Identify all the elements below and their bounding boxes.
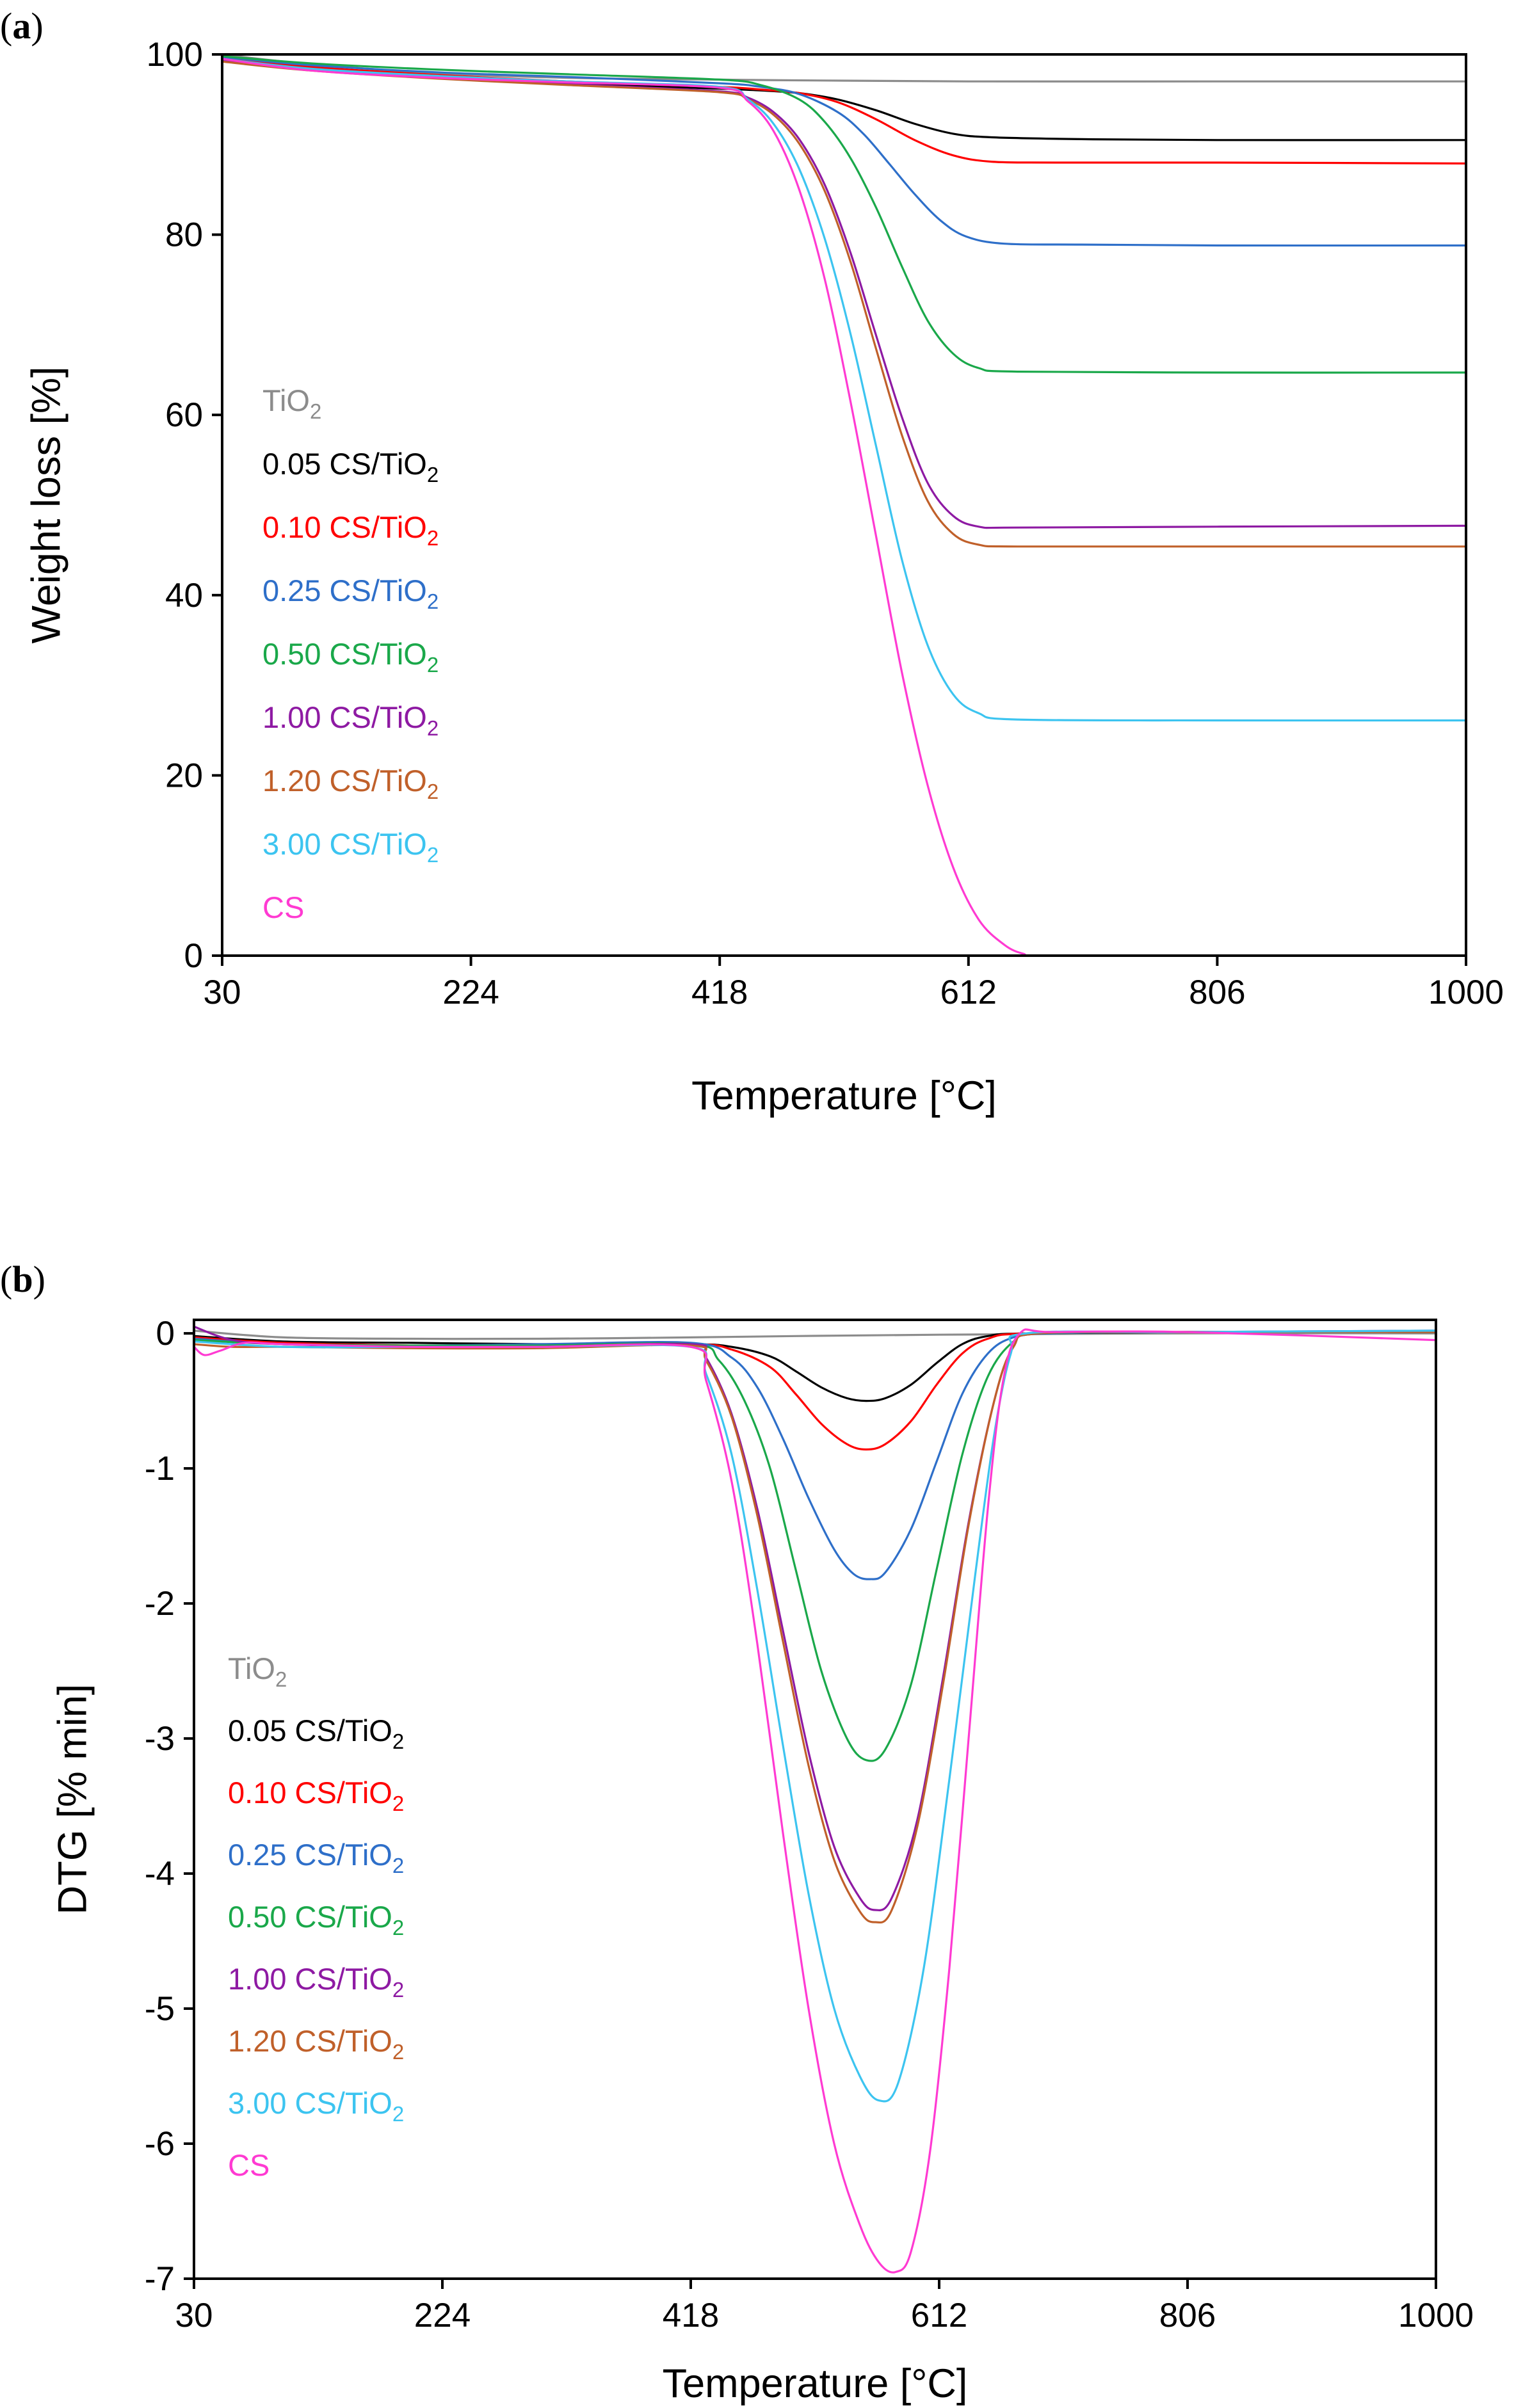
- legend-entry-3-00: 3.00 CS/TiO2: [228, 2086, 404, 2126]
- legend-entry-0-25: 0.25 CS/TiO2: [228, 1838, 404, 1877]
- x-tick-label: 418: [663, 2297, 719, 2334]
- y-tick-label: 20: [165, 757, 203, 794]
- panel-b-dtg: (b) 30 224 418 612 806 1000 0 -1 -2 -3 -4 -5 -6 -7 Ti…: [0, 1258, 1474, 2406]
- legend-entry-TiO2: TiO2: [228, 1651, 287, 1691]
- x-tick-label: 224: [442, 974, 499, 1011]
- legend-entry-CS: CS: [228, 2148, 270, 2182]
- axis-ticks: 30 224 418 612 806 1000 0 20 40 60 80 100: [147, 36, 1504, 1011]
- x-tick-label: 806: [1159, 2297, 1216, 2334]
- x-tick-label: 1000: [1398, 2297, 1474, 2334]
- x-tick-label: 612: [911, 2297, 967, 2334]
- x-tick-label: 30: [204, 974, 241, 1011]
- x-tick-label: 806: [1189, 974, 1245, 1011]
- legend: TiO2 0.05 CS/TiO2 0.10 CS/TiO2 0.25 CS/TiO2…: [228, 1651, 404, 2182]
- legend-entry-0-05: 0.05 CS/TiO2: [228, 1714, 404, 1753]
- x-tick-label: 224: [414, 2297, 471, 2334]
- legend: TiO2 0.05 CS/TiO2 0.10 CS/TiO2 0.25 CS/TiO2…: [262, 383, 439, 924]
- legend-entry-CS: CS: [262, 890, 304, 924]
- y-tick-label: 60: [165, 396, 203, 434]
- x-axis-title: Temperature [°C]: [691, 1073, 997, 1118]
- legend-entry-3-00: 3.00 CS/TiO2: [262, 827, 439, 867]
- x-tick-label: 30: [175, 2297, 213, 2334]
- series-line-3-00: [222, 58, 1466, 722]
- series-line-0-25: [222, 56, 1466, 247]
- legend-entry-0-10: 0.10 CS/TiO2: [228, 1776, 404, 1815]
- series-line-TiO2: [194, 1329, 1436, 1340]
- y-tick-label: -7: [145, 2260, 175, 2298]
- plot-frame: [221, 53, 1467, 957]
- y-tick-label: -5: [145, 1990, 175, 2028]
- panel-label-a: (a): [0, 5, 44, 47]
- legend-entry-0-25: 0.25 CS/TiO2: [262, 574, 439, 613]
- legend-entry-0-50: 0.50 CS/TiO2: [262, 637, 439, 677]
- y-tick-label: -1: [145, 1450, 175, 1488]
- y-tick-label: 80: [165, 216, 203, 254]
- legend-entry-1-20: 1.20 CS/TiO2: [228, 2024, 404, 2064]
- axis-ticks: 30 224 418 612 806 1000 0 -1 -2 -3 -4 -5 -6 -7: [145, 1315, 1474, 2334]
- y-tick-label: -2: [145, 1585, 175, 1623]
- panel-label-b: (b): [0, 1258, 45, 1300]
- y-tick-label: -3: [145, 1720, 175, 1758]
- y-axis-title: DTG [% min]: [51, 1684, 95, 1915]
- legend-entry-0-05: 0.05 CS/TiO2: [262, 447, 439, 486]
- series-line-0-50: [222, 55, 1466, 374]
- x-tick-label: 418: [691, 974, 748, 1011]
- y-tick-label: 0: [184, 937, 203, 975]
- panel-a-weight-loss: (a) 30 224 418 612 806 1000 0 20 40 60 80 100 TiO2 0…: [0, 5, 1504, 1118]
- legend-entry-0-50: 0.50 CS/TiO2: [228, 1900, 404, 1939]
- legend-entry-TiO2: TiO2: [262, 383, 321, 423]
- series-line-CS: [194, 1328, 1436, 2274]
- legend-entry-1-00: 1.00 CS/TiO2: [262, 700, 439, 740]
- legend-entry-1-00: 1.00 CS/TiO2: [228, 1962, 404, 2002]
- x-tick-label: 1000: [1428, 974, 1504, 1011]
- y-tick-label: -4: [145, 1855, 175, 1893]
- y-tick-label: 100: [147, 36, 203, 74]
- legend-entry-1-20: 1.20 CS/TiO2: [262, 764, 439, 803]
- plot-frame: [193, 1319, 1437, 2280]
- y-tick-label: -6: [145, 2125, 175, 2163]
- series-line-1-20: [222, 60, 1466, 548]
- y-tick-label: 40: [165, 577, 203, 614]
- x-axis-title: Temperature [°C]: [663, 2361, 968, 2406]
- legend-entry-0-10: 0.10 CS/TiO2: [262, 510, 439, 550]
- y-axis-title: Weight loss [%]: [24, 366, 69, 643]
- data-curves: [194, 1325, 1436, 2274]
- x-tick-label: 612: [940, 974, 997, 1011]
- y-tick-label: 0: [156, 1315, 175, 1352]
